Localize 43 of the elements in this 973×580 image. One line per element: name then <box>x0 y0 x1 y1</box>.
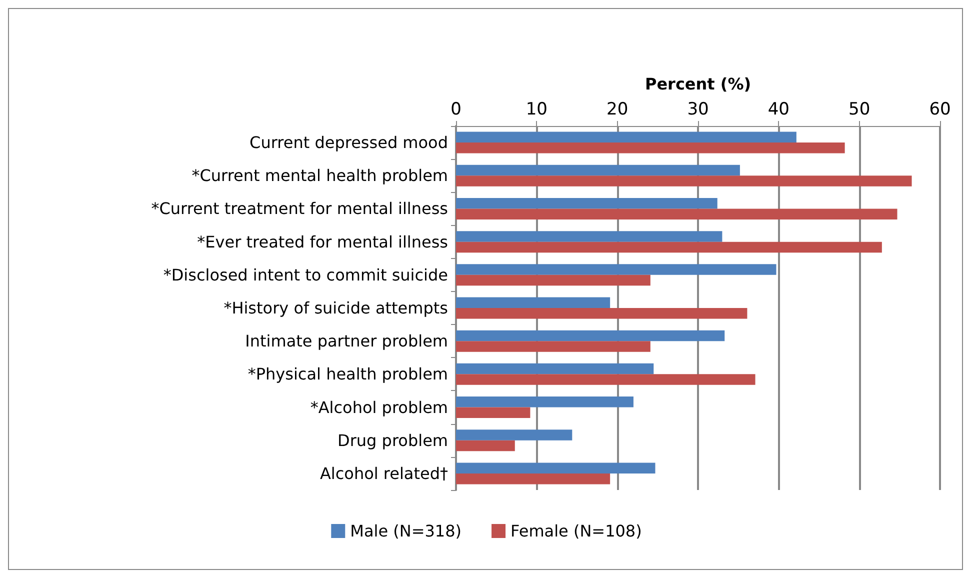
bar <box>456 242 882 253</box>
y-tick-label: *Current treatment for mental illness <box>151 199 448 218</box>
bar <box>456 374 756 385</box>
y-tick-label: Intimate partner problem <box>245 332 448 351</box>
y-tick-label: *Ever treated for mental illness <box>197 232 448 252</box>
bar <box>456 407 530 418</box>
legend-label: Female (N=108) <box>510 522 642 540</box>
x-tick-label: 40 <box>768 100 790 120</box>
x-axis-title: Percent (%) <box>644 74 752 94</box>
bar <box>456 473 610 484</box>
bar <box>456 396 634 408</box>
bar <box>456 274 650 286</box>
x-tick-label: 30 <box>687 100 709 120</box>
y-tick-label: *Disclosed intent to commit suicide <box>163 265 448 284</box>
bar <box>456 440 515 452</box>
y-tick-label: Current depressed mood <box>250 133 448 152</box>
bar <box>456 341 650 352</box>
y-tick-label: Drug problem <box>338 430 448 450</box>
bar <box>456 164 740 176</box>
bar <box>456 208 898 220</box>
x-tick-label: 60 <box>929 100 951 120</box>
bar <box>456 330 725 342</box>
y-tick-label: *Physical health problem <box>248 364 448 384</box>
bar <box>456 297 610 308</box>
bar <box>456 198 718 209</box>
bar <box>456 176 912 186</box>
legend-label: Male (N=318) <box>350 522 462 540</box>
y-tick-label: *Alcohol problem <box>310 398 448 417</box>
bar <box>456 308 748 319</box>
bar <box>456 363 654 374</box>
x-tick-label: 50 <box>848 100 870 120</box>
y-tick-label: *History of suicide attempts <box>224 298 448 318</box>
x-tick-label: 20 <box>606 100 628 120</box>
x-tick-label: 0 <box>450 100 462 120</box>
bar <box>456 132 796 143</box>
bar <box>456 462 656 474</box>
y-tick-label: *Current mental health problem <box>192 166 448 186</box>
bar <box>456 231 722 242</box>
bar <box>456 264 776 275</box>
y-tick-label: Alcohol related† <box>320 464 448 483</box>
x-tick-label: 10 <box>526 100 548 120</box>
bar <box>456 142 845 154</box>
bar <box>456 430 572 440</box>
